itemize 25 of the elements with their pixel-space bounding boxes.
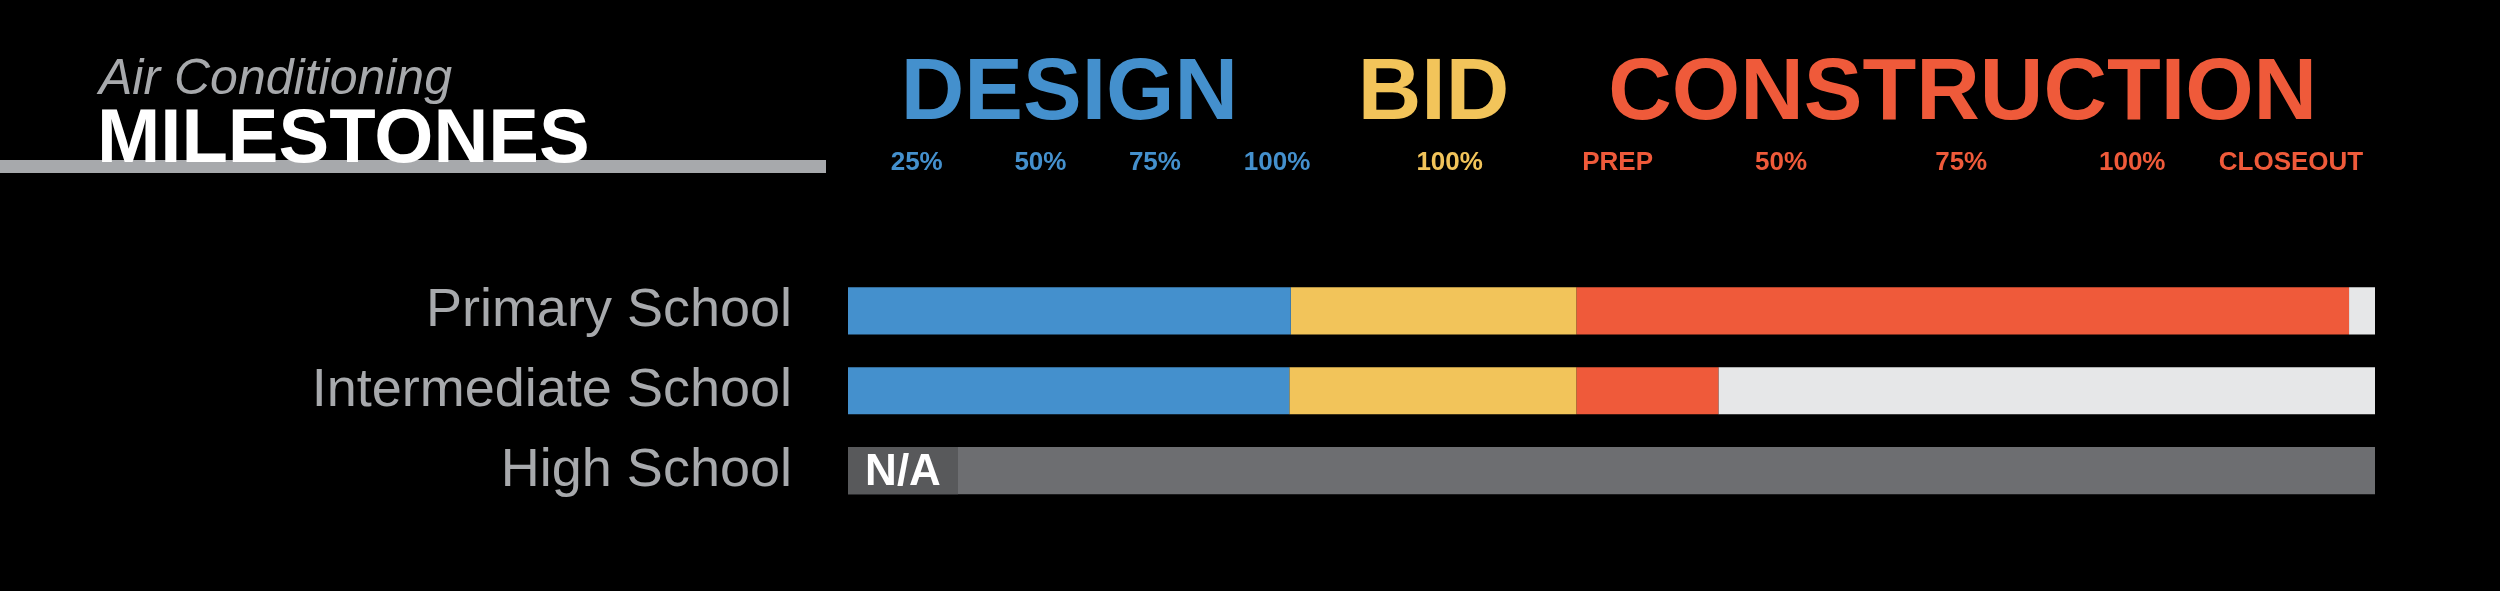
bar xyxy=(1289,367,1577,415)
text: 75% xyxy=(1128,146,1181,177)
series-label: DESIGN xyxy=(900,39,1239,139)
bar xyxy=(848,287,1291,335)
series-label: BID xyxy=(1357,39,1510,139)
text: 75% xyxy=(1935,146,1988,177)
bar xyxy=(848,367,1290,415)
text: 100% xyxy=(1243,146,1311,177)
text: CLOSEOUT xyxy=(2218,146,2364,177)
text: 25% xyxy=(890,146,943,177)
bar xyxy=(1576,367,1719,415)
y-tick-label: Primary School xyxy=(425,276,792,337)
text: 100% xyxy=(2098,146,2166,177)
bar xyxy=(1718,367,2375,415)
series-label: CONSTRUCTION xyxy=(1608,39,2318,139)
text: 50% xyxy=(1754,146,1808,177)
text: 100% xyxy=(1416,146,1483,177)
text: PREP xyxy=(1582,146,1654,177)
series-label: N/A xyxy=(865,444,941,494)
text: 50% xyxy=(1014,146,1067,177)
bar xyxy=(1290,287,1577,335)
bar xyxy=(2349,287,2375,335)
bar xyxy=(1576,287,2350,335)
y-tick-label: Intermediate School xyxy=(311,356,792,417)
y-tick-label: High School xyxy=(500,436,792,497)
